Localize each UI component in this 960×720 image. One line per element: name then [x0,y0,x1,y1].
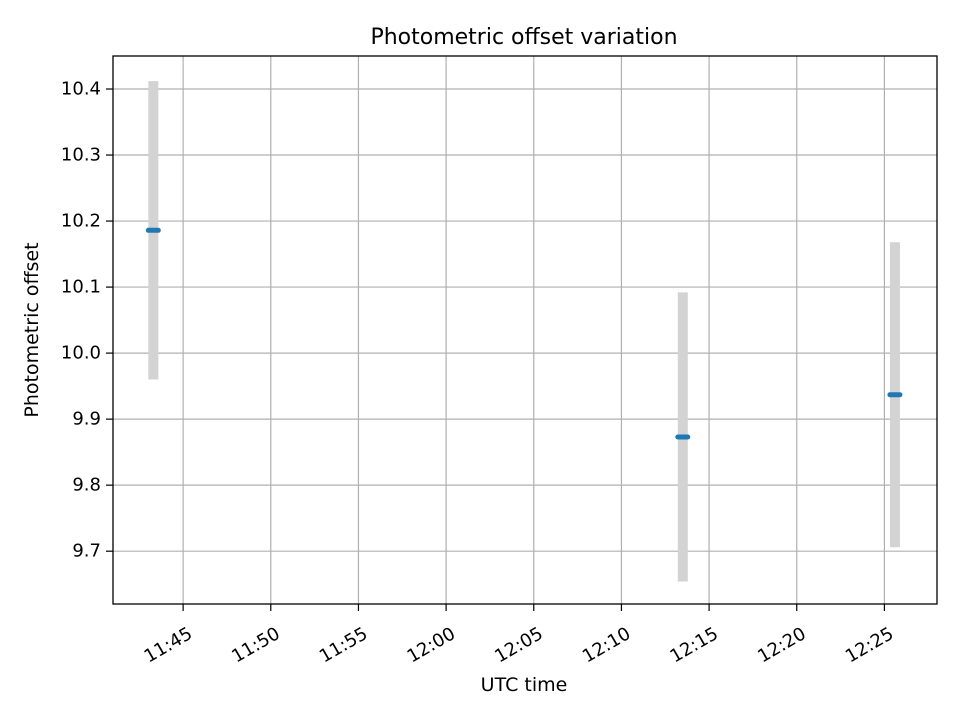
y-tick-label: 10.3 [61,145,101,166]
chart: Photometric offset variation 11:45 11:50 1… [0,0,960,720]
chart-title: Photometric offset variation [370,25,677,50]
figure-background [0,0,960,720]
y-tick-label: 10.4 [61,79,101,100]
y-tick-label: 10.1 [61,277,101,298]
y-tick-label: 10.2 [61,211,101,232]
y-tick-label: 9.9 [72,409,101,430]
y-axis-title: Photometric offset [21,242,43,417]
y-tick-label: 9.7 [72,541,101,562]
y-tick-label: 10.0 [61,343,101,364]
x-axis-title: UTC time [481,674,568,696]
y-tick-label: 9.8 [72,475,101,496]
